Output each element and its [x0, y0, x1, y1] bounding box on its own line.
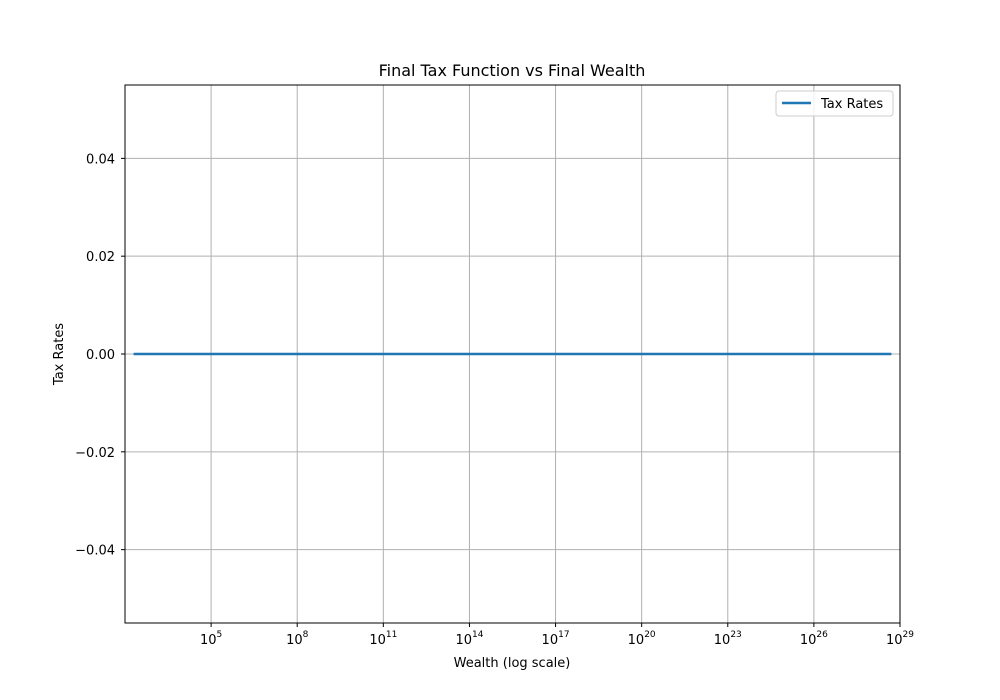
x-tick-exponent: 20	[644, 630, 656, 640]
y-axis-label: Tax Rates	[52, 323, 67, 386]
chart-title: Final Tax Function vs Final Wealth	[379, 61, 646, 80]
x-tick-exponent: 23	[730, 630, 741, 640]
legend-label: Tax Rates	[820, 97, 883, 112]
x-tick-label: 1026	[800, 630, 828, 648]
x-tick-base: 10	[455, 633, 472, 648]
x-tick-label: 1023	[714, 630, 742, 648]
legend-box	[775, 90, 894, 117]
x-tick-base: 10	[714, 633, 731, 648]
x-tick-label: 1014	[455, 630, 483, 648]
x-tick-exponent: 17	[558, 630, 569, 640]
x-tick-exponent: 14	[472, 630, 484, 640]
y-tick-label: 0.04	[86, 152, 115, 167]
x-tick-label: 1020	[628, 630, 656, 648]
x-tick-base: 10	[369, 633, 386, 648]
x-tick-label: 108	[286, 630, 309, 648]
x-tick-label: 1011	[369, 630, 397, 648]
x-tick-exponent: 26	[816, 630, 828, 640]
x-tick-base: 10	[286, 633, 303, 648]
x-tick-base: 10	[800, 633, 817, 648]
y-tick-label: −0.02	[75, 446, 115, 461]
x-tick-base: 10	[200, 633, 217, 648]
x-tick-exponent: 29	[903, 630, 915, 640]
x-tick-base: 10	[886, 633, 903, 648]
x-tick-label: 1029	[886, 630, 914, 648]
y-tick-label: 0.00	[86, 348, 115, 363]
y-tick-label: −0.04	[75, 544, 115, 559]
x-tick-label: 105	[200, 630, 222, 648]
legend: Tax Rates	[775, 90, 894, 117]
x-tick-exponent: 11	[386, 630, 397, 640]
x-tick-exponent: 5	[217, 630, 223, 640]
x-axis-label: Wealth (log scale)	[454, 656, 571, 671]
x-tick-exponent: 8	[303, 630, 309, 640]
x-tick-base: 10	[628, 633, 645, 648]
axis-ticks: 105 108 1011 1014 1017 1020 1023 1026 10290.040.…	[75, 152, 914, 648]
x-tick-label: 1017	[542, 630, 570, 648]
y-tick-label: 0.02	[86, 250, 115, 265]
x-tick-base: 10	[542, 633, 559, 648]
